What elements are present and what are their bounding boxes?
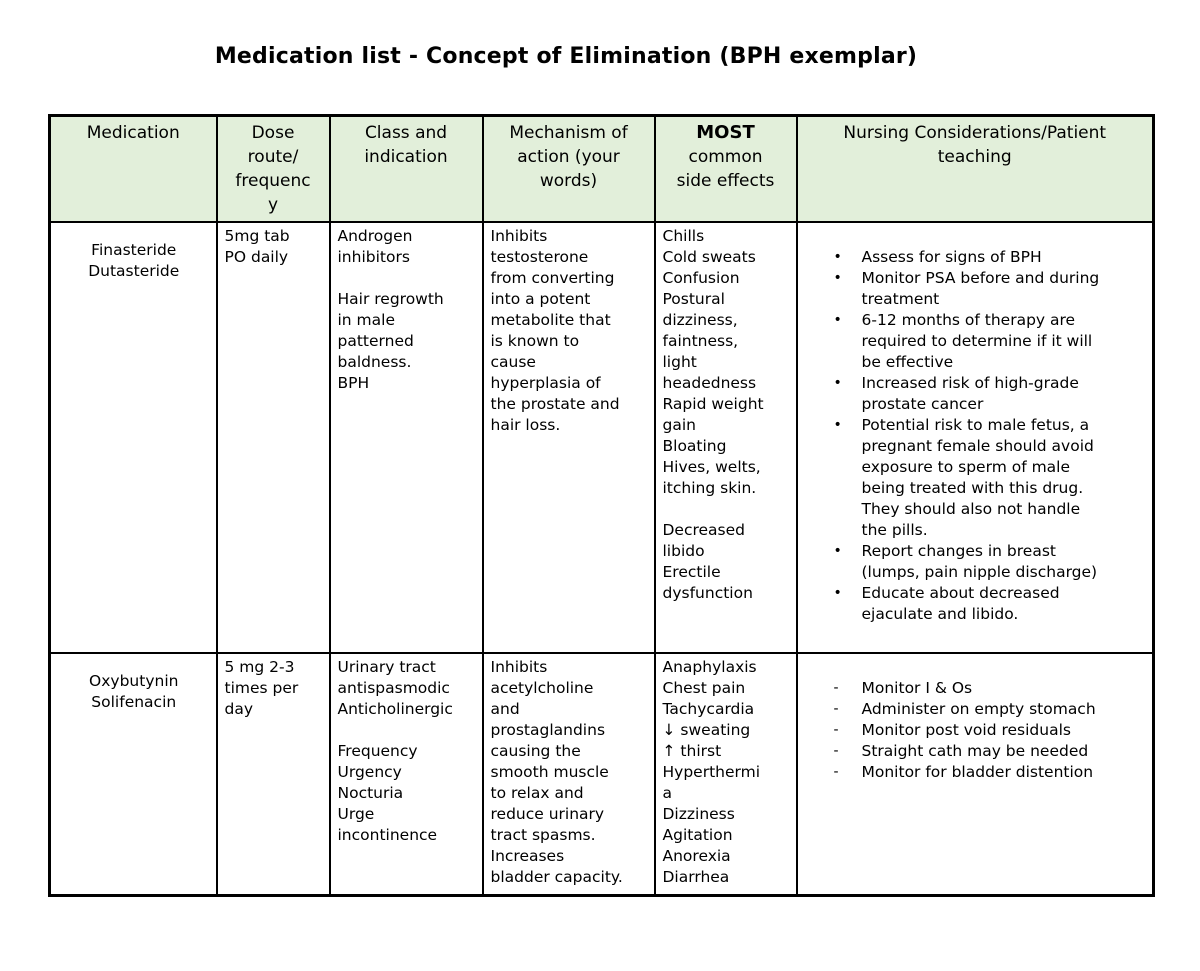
- bullet-marker: •: [833, 585, 842, 601]
- cell-dose: 5 mg 2-3 times per day: [215, 652, 331, 897]
- cell-medication-name: Finasteride Dutasteride: [48, 221, 218, 654]
- cell-medication-name: Oxybutynin Solifenacin: [48, 652, 218, 897]
- bullet-text: Straight cath may be needed: [861, 742, 1089, 760]
- bullet-text: Administer on empty stomach: [861, 700, 1096, 718]
- bullet-marker: •: [833, 417, 842, 433]
- bullet-text: Monitor post void residuals: [861, 721, 1071, 739]
- bullet-marker: -: [833, 680, 839, 696]
- header-side-effects-most: MOST: [696, 122, 755, 143]
- cell-mechanism: Inhibits testosterone from converting in…: [481, 221, 656, 654]
- cell-dose: 5mg tab PO daily: [215, 221, 331, 654]
- bullet-text: Monitor PSA before and during treatment: [861, 269, 1100, 308]
- bullet-marker: -: [833, 701, 839, 717]
- bullet-marker: -: [833, 722, 839, 738]
- header-medication: Medication: [48, 114, 218, 223]
- list-item: • Monitor PSA before and during treatment: [798, 268, 1149, 310]
- cell-nursing-considerations: • Assess for signs of BPH • Monitor PSA bef…: [795, 221, 1155, 654]
- list-item: • Increased risk of high-grade prostate c…: [798, 373, 1149, 415]
- bullet-text: Educate about decreased ejaculate and li…: [861, 584, 1060, 623]
- bullet-marker: •: [833, 543, 842, 559]
- cell-nursing-considerations: - Monitor I & Os - Administer on empty stom…: [795, 652, 1155, 897]
- header-side-effects-rest: common side effects: [676, 147, 775, 191]
- cell-mechanism: Inhibits acetylcholine and prostaglandin…: [481, 652, 656, 897]
- cell-class-indication: Androgen inhibitors Hair regrowth in mal…: [328, 221, 484, 654]
- bullet-marker: •: [833, 312, 842, 328]
- nursing-bullet-list: • Assess for signs of BPH • Monitor PSA bef…: [798, 247, 1149, 625]
- bullet-text: 6-12 months of therapy are required to d…: [861, 311, 1093, 371]
- header-nursing-considerations: Nursing Considerations/Patient teaching: [795, 114, 1155, 223]
- table-row-finasteride: Finasteride Dutasteride 5mg tab PO daily…: [48, 221, 1155, 654]
- list-item: - Monitor for bladder distention: [798, 762, 1149, 783]
- header-side-effects: MOST common side effects: [653, 114, 798, 223]
- bullet-marker: •: [833, 270, 842, 286]
- cell-side-effects: Anaphylaxis Chest pain Tachycardia ↓ swe…: [653, 652, 798, 897]
- bullet-text: Monitor for bladder distention: [861, 763, 1094, 781]
- bullet-text: Report changes in breast (lumps, pain ni…: [861, 542, 1098, 581]
- page-title: Medication list - Concept of Elimination…: [214, 44, 918, 69]
- bullet-marker: -: [833, 743, 839, 759]
- medication-table: Medication Dose route/ frequenc y Class …: [48, 114, 1155, 897]
- header-mechanism: Mechanism of action (your words): [481, 114, 656, 223]
- header-class-indication: Class and indication: [328, 114, 484, 223]
- bullet-text: Potential risk to male fetus, a pregnant…: [861, 416, 1094, 539]
- list-item: • Report changes in breast (lumps, pain n…: [798, 541, 1149, 583]
- list-item: • 6-12 months of therapy are required to …: [798, 310, 1149, 373]
- list-item: - Administer on empty stomach: [798, 699, 1149, 720]
- header-row: Medication Dose route/ frequenc y Class …: [48, 114, 1155, 223]
- bullet-text: Assess for signs of BPH: [861, 248, 1042, 266]
- cell-side-effects: Chills Cold sweats Confusion Postural di…: [653, 221, 798, 654]
- nursing-dash-list: - Monitor I & Os - Administer on empty stom…: [798, 678, 1149, 783]
- list-item: • Potential risk to male fetus, a pregnan…: [798, 415, 1149, 541]
- header-dose-route-frequency: Dose route/ frequenc y: [215, 114, 331, 223]
- list-item: • Educate about decreased ejaculate and l…: [798, 583, 1149, 625]
- bullet-text: Increased risk of high-grade prostate ca…: [861, 374, 1079, 413]
- table-row-oxybutynin: Oxybutynin Solifenacin 5 mg 2-3 times pe…: [48, 652, 1155, 897]
- list-item: • Assess for signs of BPH: [798, 247, 1149, 268]
- list-item: - Monitor I & Os: [798, 678, 1149, 699]
- list-item: - Straight cath may be needed: [798, 741, 1149, 762]
- bullet-text: Monitor I & Os: [861, 679, 973, 697]
- list-item: - Monitor post void residuals: [798, 720, 1149, 741]
- bullet-marker: •: [833, 375, 842, 391]
- cell-class-indication: Urinary tract antispasmodic Anticholiner…: [328, 652, 484, 897]
- bullet-marker: -: [833, 764, 839, 780]
- bullet-marker: •: [833, 249, 842, 265]
